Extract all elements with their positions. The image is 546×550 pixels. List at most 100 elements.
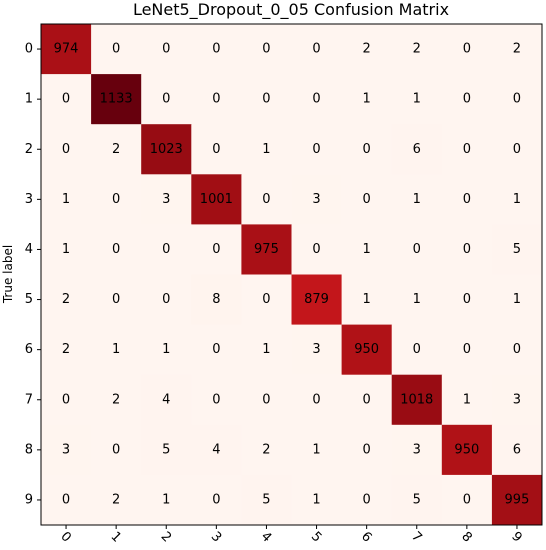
heatmap-cell-r3-c2 — [141, 174, 192, 225]
cell-value-r8-c6: 0 — [363, 442, 371, 457]
cell-value-r4-c1: 0 — [112, 242, 120, 257]
heatmap-cell-r7-c8 — [441, 374, 493, 426]
cell-value-r5-c9: 1 — [513, 292, 521, 307]
cell-value-r0-c4: 0 — [262, 42, 270, 57]
heatmap-cell-r1-c5 — [291, 74, 343, 125]
heatmap-cell-r1-c4 — [241, 74, 292, 125]
cell-value-r7-c6: 0 — [363, 392, 371, 407]
heatmap-cell-r7-c3 — [191, 374, 242, 426]
cell-value-r9-c9: 995 — [505, 492, 530, 507]
chart-title: LeNet5_Dropout_0_05 Confusion Matrix — [133, 0, 449, 20]
cell-value-r7-c4: 0 — [262, 392, 270, 407]
cell-value-r1-c5: 0 — [312, 92, 320, 107]
cell-value-r1-c2: 0 — [162, 92, 170, 107]
cell-value-r2-c7: 6 — [413, 142, 421, 157]
heatmap-cell-r8-c8 — [441, 424, 493, 476]
y-tick-label-9: 9 — [25, 492, 33, 507]
heatmap-cell-r5-c5 — [291, 274, 343, 326]
heatmap-cell-r6-c4 — [241, 324, 292, 376]
cell-value-r9-c3: 0 — [212, 492, 220, 507]
heatmap-cell-r7-c4 — [241, 374, 292, 426]
cell-value-r0-c2: 0 — [162, 42, 170, 57]
heatmap-cell-r9-c0 — [41, 474, 92, 526]
heatmap-cell-r5-c3 — [191, 274, 242, 326]
heatmap-cell-r2-c8 — [441, 124, 493, 175]
cell-value-r4-c0: 1 — [62, 242, 70, 257]
cell-value-r5-c0: 2 — [62, 292, 70, 307]
x-tick-label-3: 3 — [208, 529, 224, 545]
cell-value-r3-c5: 3 — [312, 192, 320, 207]
cell-value-r1-c7: 1 — [413, 92, 421, 107]
cell-value-r0-c3: 0 — [212, 42, 220, 57]
cell-value-r6-c3: 0 — [212, 342, 220, 357]
heatmap-cell-r5-c6 — [341, 274, 393, 326]
y-tick-label-3: 3 — [25, 192, 33, 207]
cell-value-r6-c0: 2 — [62, 342, 70, 357]
cell-value-r7-c7: 1018 — [400, 392, 433, 407]
heatmap-cell-r7-c5 — [291, 374, 343, 426]
cell-value-r8-c2: 5 — [162, 442, 170, 457]
heatmap-cell-r7-c0 — [41, 374, 92, 426]
heatmap-cell-r2-c7 — [391, 124, 443, 175]
cell-value-r2-c2: 1023 — [150, 142, 183, 157]
cell-value-r2-c8: 0 — [463, 142, 471, 157]
plot-frame — [40, 23, 543, 526]
heatmap-cell-r8-c6 — [341, 424, 393, 476]
heatmap-cell-r2-c3 — [191, 124, 242, 175]
heatmap-cell-r7-c7 — [391, 374, 443, 426]
y-tick-label-0: 0 — [25, 42, 33, 57]
heatmap-cell-r9-c5 — [291, 474, 343, 526]
heatmap-cell-r7-c2 — [141, 374, 192, 426]
heatmap-cell-r4-c5 — [291, 224, 343, 275]
cell-value-r3-c0: 1 — [62, 192, 70, 207]
cell-value-r0-c7: 2 — [413, 42, 421, 57]
heatmap-cell-r4-c0 — [41, 224, 92, 275]
heatmap-cell-r3-c4 — [241, 174, 292, 225]
heatmap-cell-r6-c3 — [191, 324, 242, 376]
cell-value-r4-c6: 1 — [363, 242, 371, 257]
cell-value-r6-c6: 950 — [354, 342, 379, 357]
heatmap-cell-r5-c0 — [41, 274, 92, 326]
cell-value-r2-c1: 2 — [112, 142, 120, 157]
cell-value-r7-c9: 3 — [513, 392, 521, 407]
heatmap-cell-r0-c3 — [191, 24, 242, 75]
heatmap-cell-r6-c2 — [141, 324, 192, 376]
heatmap-cell-r6-c6 — [341, 324, 393, 376]
heatmap-cell-r9-c1 — [91, 474, 142, 526]
heatmap-cell-r1-c2 — [141, 74, 192, 125]
cell-value-r9-c6: 0 — [363, 492, 371, 507]
heatmap-cell-r5-c2 — [141, 274, 192, 326]
heatmap-cell-r0-c9 — [491, 24, 543, 75]
heatmap-cells — [41, 24, 543, 526]
cell-value-r5-c8: 0 — [463, 292, 471, 307]
heatmap-cell-r3-c6 — [341, 174, 393, 225]
heatmap-cell-r1-c7 — [391, 74, 443, 125]
cell-value-r4-c2: 0 — [162, 242, 170, 257]
cell-value-r1-c3: 0 — [212, 92, 220, 107]
heatmap-cell-r0-c8 — [441, 24, 493, 75]
y-tick-label-6: 6 — [25, 342, 33, 357]
cell-value-r6-c9: 0 — [513, 342, 521, 357]
cell-value-r8-c8: 950 — [454, 442, 479, 457]
heatmap-cell-r4-c3 — [191, 224, 242, 275]
cell-value-r0-c5: 0 — [312, 42, 320, 57]
heatmap-cell-r3-c9 — [491, 174, 543, 225]
x-axis-ticks: 0 1 2 3 4 5 6 7 8 9 — [57, 525, 525, 546]
x-tick-label-5: 5 — [308, 529, 324, 545]
heatmap-cell-r1-c1 — [91, 74, 142, 125]
heatmap-cell-r3-c5 — [291, 174, 343, 225]
heatmap-cell-r4-c2 — [141, 224, 192, 275]
heatmap-cell-r0-c5 — [291, 24, 343, 75]
heatmap-cell-r0-c2 — [141, 24, 192, 75]
heatmap-cell-r0-c1 — [91, 24, 142, 75]
heatmap-cell-r1-c8 — [441, 74, 493, 125]
heatmap-cell-r3-c1 — [91, 174, 142, 225]
cell-value-r9-c1: 2 — [112, 492, 120, 507]
cell-value-r3-c4: 0 — [262, 192, 270, 207]
y-axis-label: True label — [1, 245, 15, 304]
cell-value-r4-c3: 0 — [212, 242, 220, 257]
x-tick-label-0: 0 — [57, 529, 73, 545]
x-tick-label-8: 8 — [458, 529, 474, 545]
heatmap-cell-r9-c4 — [241, 474, 292, 526]
